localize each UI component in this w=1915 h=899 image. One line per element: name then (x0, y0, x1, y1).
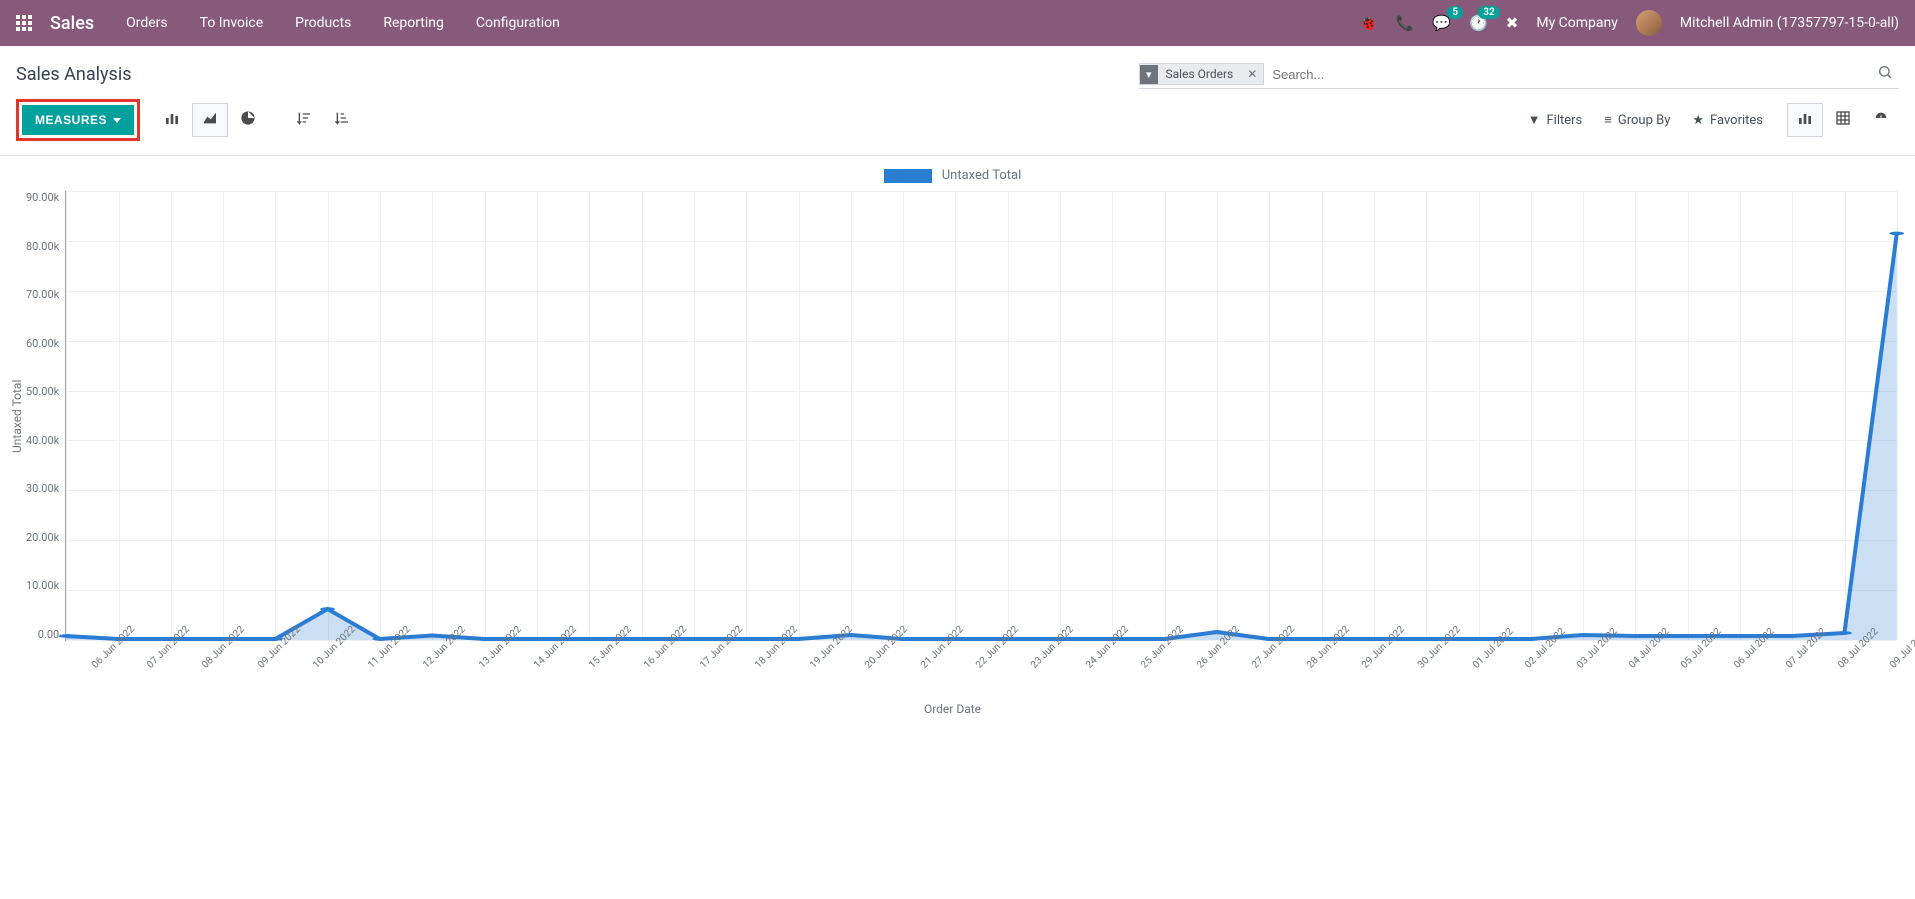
nav-reporting[interactable]: Reporting (383, 15, 444, 31)
grid-icon (1835, 110, 1851, 126)
pivot-view-button[interactable] (1825, 103, 1861, 137)
topbar-right: 🐞 📞 💬5 🕐32 ✖ My Company Mitchell Admin (… (1359, 10, 1899, 36)
chart-area: Untaxed Total Untaxed Total 90.00k 80.00k… (0, 156, 1915, 716)
subheader: Sales Analysis ▾ Sales Orders ✕ (0, 46, 1915, 89)
nav-products[interactable]: Products (295, 15, 351, 31)
toolbar: MEASURES ▼Filters ≡Group By ★Favorites (0, 89, 1915, 156)
y-tick: 90.00k (26, 191, 59, 204)
y-tick: 0.00 (38, 628, 59, 641)
x-ticks: 06 Jun 202207 Jun 202208 Jun 202209 Jun … (90, 647, 1897, 658)
legend-swatch (884, 169, 932, 183)
nav-orders[interactable]: Orders (126, 15, 168, 31)
measures-button[interactable]: MEASURES (22, 105, 134, 135)
filter-tag-close[interactable]: ✕ (1241, 64, 1263, 84)
funnel-icon: ▼ (1528, 112, 1541, 128)
debug-icon[interactable]: 🐞 (1359, 14, 1378, 32)
bar-chart-icon (164, 110, 180, 126)
highlight-box: MEASURES (16, 99, 140, 141)
search-input[interactable] (1264, 61, 1871, 88)
area-chart-icon (202, 110, 218, 126)
sort-asc-button[interactable] (324, 103, 360, 137)
y-tick: 40.00k (26, 434, 59, 447)
chat-badge: 5 (1447, 6, 1463, 19)
sort-asc-icon (334, 110, 350, 126)
nav-to-invoice[interactable]: To Invoice (200, 15, 264, 31)
avatar[interactable] (1636, 10, 1662, 36)
star-icon: ★ (1692, 113, 1704, 128)
user-label[interactable]: Mitchell Admin (17357797-15-0-all) (1680, 15, 1899, 31)
sort-group (286, 103, 360, 137)
gauge-icon (1873, 110, 1889, 126)
pie-chart-button[interactable] (230, 103, 266, 137)
y-tick: 50.00k (26, 385, 59, 398)
groupby-button[interactable]: ≡Group By (1604, 112, 1670, 128)
plot-wrap: Untaxed Total 90.00k 80.00k 70.00k 60.00k 50… (8, 191, 1897, 641)
filter-tag-text: Sales Orders (1158, 64, 1242, 84)
legend: Untaxed Total (8, 168, 1897, 183)
plot (65, 191, 1897, 641)
search-button[interactable] (1871, 60, 1899, 88)
search-icon (1877, 64, 1893, 80)
sort-desc-button[interactable] (286, 103, 322, 137)
chat-icon[interactable]: 💬5 (1432, 14, 1451, 32)
graph-view-button[interactable] (1787, 103, 1823, 137)
search-wrap: ▾ Sales Orders ✕ (1139, 60, 1899, 89)
activity-icon[interactable]: 🕐32 (1469, 14, 1488, 32)
nav-items: Orders To Invoice Products Reporting Con… (126, 15, 560, 31)
bar-chart-button[interactable] (154, 103, 190, 137)
y-axis-label: Untaxed Total (8, 191, 26, 641)
apps-icon[interactable] (16, 15, 32, 31)
tools-icon[interactable]: ✖ (1506, 14, 1519, 32)
y-tick: 20.00k (26, 531, 59, 544)
phone-icon[interactable]: 📞 (1396, 14, 1415, 32)
view-switcher (1787, 103, 1899, 137)
x-axis-label: Order Date (8, 702, 1897, 716)
list-icon: ≡ (1604, 112, 1612, 128)
nav-configuration[interactable]: Configuration (476, 15, 560, 31)
caret-down-icon (113, 118, 121, 123)
y-tick: 60.00k (26, 337, 59, 350)
chart-type-group (154, 103, 266, 137)
funnel-icon: ▾ (1140, 65, 1158, 84)
topbar: Sales Orders To Invoice Products Reporti… (0, 0, 1915, 46)
legend-label: Untaxed Total (942, 168, 1021, 183)
pie-chart-icon (240, 110, 256, 126)
dashboard-view-button[interactable] (1863, 103, 1899, 137)
y-tick: 30.00k (26, 482, 59, 495)
y-tick: 70.00k (26, 288, 59, 301)
filter-group: ▼Filters ≡Group By ★Favorites (1528, 112, 1763, 128)
bar-chart-icon (1797, 110, 1813, 126)
plot-svg (66, 191, 1897, 640)
favorites-button[interactable]: ★Favorites (1692, 112, 1763, 128)
measures-label: MEASURES (35, 113, 107, 127)
company-label[interactable]: My Company (1536, 15, 1618, 31)
sort-desc-icon (296, 110, 312, 126)
activity-badge: 32 (1478, 6, 1499, 19)
brand-title[interactable]: Sales (50, 13, 94, 34)
y-tick: 80.00k (26, 240, 59, 253)
y-ticks: 90.00k 80.00k 70.00k 60.00k 50.00k 40.00k 30.0… (26, 191, 65, 641)
filter-tag: ▾ Sales Orders ✕ (1139, 63, 1264, 85)
filters-button[interactable]: ▼Filters (1528, 112, 1583, 128)
y-tick: 10.00k (26, 579, 59, 592)
page-title: Sales Analysis (16, 64, 131, 85)
line-chart-button[interactable] (192, 103, 228, 137)
